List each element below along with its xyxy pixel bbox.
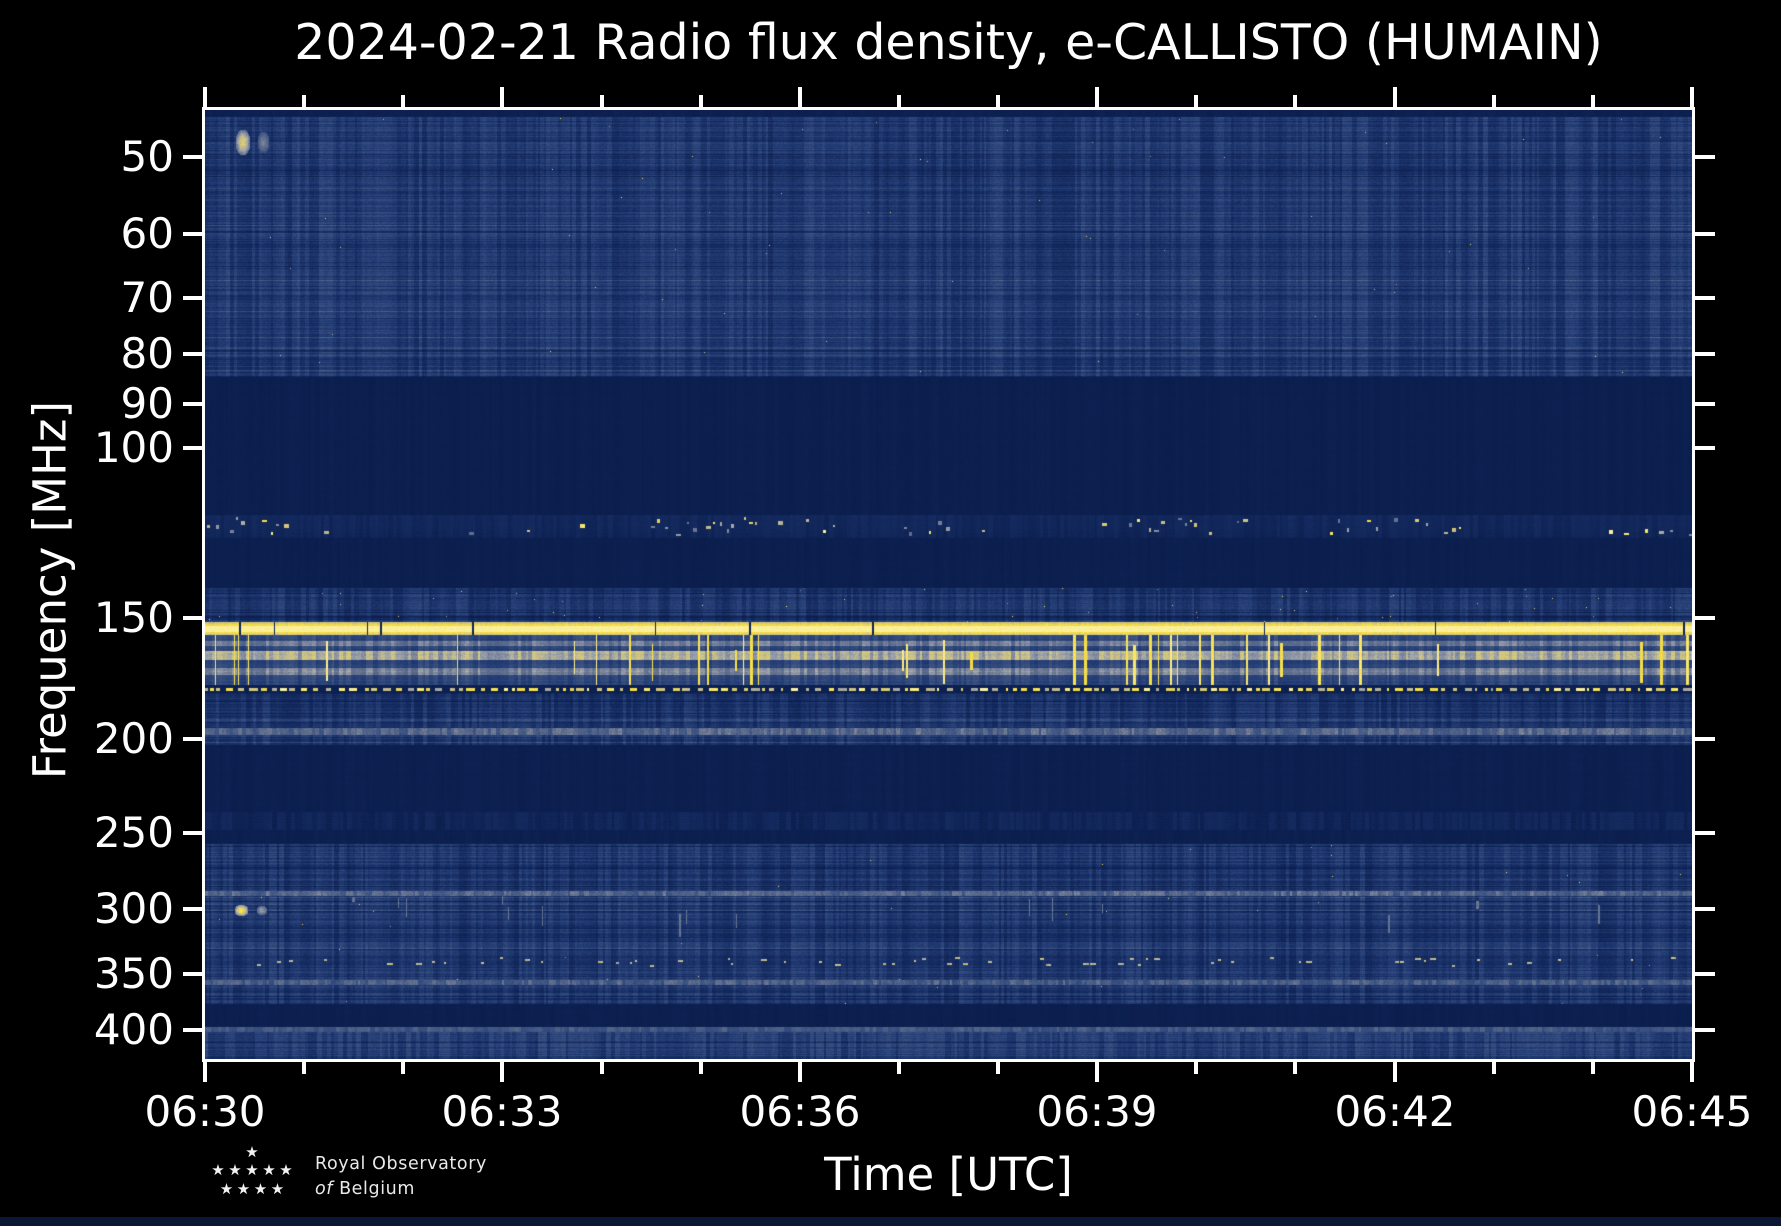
y-tick-left (183, 831, 203, 835)
y-tick-right (1695, 907, 1715, 911)
y-tick-left (183, 296, 203, 300)
y-tick-right (1695, 972, 1715, 976)
y-tick-label: 300 (93, 884, 174, 933)
y-tick-right (1695, 232, 1715, 236)
x-tick-minor (699, 1062, 703, 1074)
x-tick-major (203, 1062, 207, 1082)
x-tick-major (1393, 1062, 1397, 1082)
x-tick-minor-top (600, 95, 604, 107)
logo-text-line1: Royal Observatory (315, 1154, 487, 1174)
x-tick-major (500, 1062, 504, 1082)
star-icon: ★ (228, 1161, 242, 1179)
star-icon: ★ (211, 1161, 225, 1179)
y-tick-label: 60 (120, 209, 174, 258)
chart-title: 2024-02-21 Radio flux density, e-CALLIST… (294, 14, 1603, 71)
x-tick-label: 06:39 (1036, 1087, 1158, 1136)
y-tick-right (1695, 737, 1715, 741)
x-tick-minor-top (401, 95, 405, 107)
x-tick-minor (897, 1062, 901, 1074)
y-axis-label: Frequency [MHz] (23, 400, 77, 780)
x-tick-major (1690, 1062, 1694, 1082)
star-icon: ★ (245, 1161, 259, 1179)
y-tick-left (183, 402, 203, 406)
star-icon: ★ (219, 1180, 234, 1198)
y-tick-label: 50 (120, 132, 174, 181)
x-tick-minor-top (996, 95, 1000, 107)
y-tick-right (1695, 1028, 1715, 1032)
star-icon: ★ (262, 1161, 276, 1179)
x-tick-minor (1591, 1062, 1595, 1074)
logo-text-belgium: Belgium (339, 1179, 416, 1199)
x-tick-minor-top (1591, 95, 1595, 107)
y-tick-label: 350 (93, 949, 174, 998)
y-tick-left (183, 907, 203, 911)
star-icon: ★ (279, 1161, 293, 1179)
y-tick-label: 100 (93, 423, 174, 472)
x-tick-minor-top (302, 95, 306, 107)
star-icon: ★ (253, 1180, 268, 1198)
x-tick-minor-top (897, 95, 901, 107)
y-tick-right (1695, 831, 1715, 835)
x-tick-minor-top (1293, 95, 1297, 107)
x-tick-minor (401, 1062, 405, 1074)
y-tick-right (1695, 155, 1715, 159)
x-tick-label: 06:33 (441, 1087, 563, 1136)
y-tick-left (183, 1028, 203, 1032)
x-tick-minor (1492, 1062, 1496, 1074)
y-tick-label: 250 (93, 808, 174, 857)
x-tick-major-top (1095, 87, 1099, 107)
y-tick-right (1695, 402, 1715, 406)
y-tick-label: 150 (93, 593, 174, 642)
y-tick-left (183, 972, 203, 976)
y-tick-left (183, 446, 203, 450)
x-tick-major-top (798, 87, 802, 107)
y-tick-right (1695, 616, 1715, 620)
star-icon: ★ (270, 1180, 285, 1198)
x-tick-label: 06:30 (144, 1087, 266, 1136)
spectrogram-image (205, 110, 1692, 1059)
x-tick-label: 06:42 (1334, 1087, 1456, 1136)
y-tick-left (183, 737, 203, 741)
y-tick-right (1695, 352, 1715, 356)
y-tick-label: 70 (120, 273, 174, 322)
x-tick-minor-top (699, 95, 703, 107)
x-tick-minor-top (1492, 95, 1496, 107)
y-tick-left (183, 155, 203, 159)
y-tick-right (1695, 296, 1715, 300)
x-tick-major-top (1393, 87, 1397, 107)
y-tick-left (183, 232, 203, 236)
y-tick-left (183, 616, 203, 620)
logo-text-line2: of Belgium (315, 1179, 415, 1199)
logo-text-of: of (315, 1179, 334, 1199)
plot-frame (202, 107, 1695, 1062)
y-tick-label: 400 (93, 1005, 174, 1054)
x-tick-major-top (500, 87, 504, 107)
x-tick-major (1095, 1062, 1099, 1082)
x-tick-label: 06:45 (1631, 1087, 1753, 1136)
y-tick-left (183, 352, 203, 356)
y-tick-right (1695, 446, 1715, 450)
footer-strip (0, 1217, 1781, 1226)
x-tick-major-top (203, 87, 207, 107)
x-tick-minor (996, 1062, 1000, 1074)
y-tick-label: 90 (120, 379, 174, 428)
x-tick-major (798, 1062, 802, 1082)
x-axis-label: Time [UTC] (824, 1148, 1073, 1201)
x-tick-minor (600, 1062, 604, 1074)
star-icon: ★ (245, 1143, 259, 1161)
star-icon: ★ (236, 1180, 251, 1198)
y-tick-label: 80 (120, 329, 174, 378)
x-tick-minor-top (1194, 95, 1198, 107)
x-tick-minor (1293, 1062, 1297, 1074)
y-tick-label: 200 (93, 714, 174, 763)
x-tick-major-top (1690, 87, 1694, 107)
x-tick-minor (1194, 1062, 1198, 1074)
x-tick-minor (302, 1062, 306, 1074)
x-tick-label: 06:36 (739, 1087, 861, 1136)
